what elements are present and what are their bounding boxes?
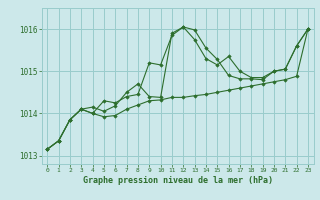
X-axis label: Graphe pression niveau de la mer (hPa): Graphe pression niveau de la mer (hPa): [83, 176, 273, 185]
